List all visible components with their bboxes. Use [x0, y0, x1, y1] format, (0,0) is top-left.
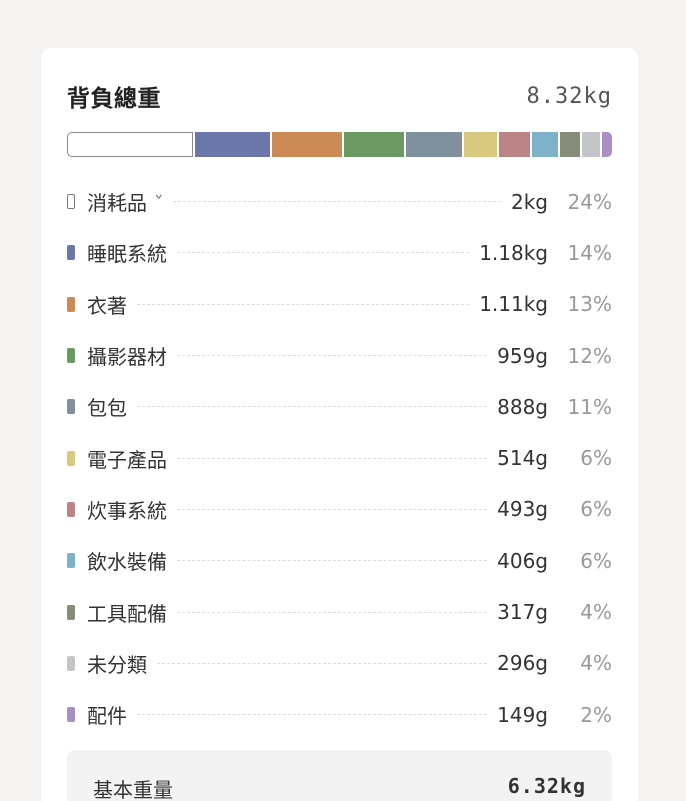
category-color-swatch — [67, 604, 75, 620]
weight-bar-segment — [581, 132, 601, 157]
category-weight: 1.18kg — [479, 240, 548, 265]
category-percent: 2% — [580, 702, 612, 727]
weight-bar-segment — [531, 132, 558, 157]
category-percent: 12% — [567, 343, 612, 368]
category-row: 衣著 1.11kg 13% — [67, 279, 612, 330]
category-name: 未分類 — [87, 652, 147, 677]
category-color-swatch — [67, 553, 75, 569]
category-weight: 959g — [497, 343, 548, 368]
category-color-swatch — [67, 348, 75, 364]
category-color-swatch — [67, 707, 75, 723]
category-row: 攝影器材 959g 12% — [67, 330, 612, 381]
dotted-leader — [177, 560, 488, 562]
category-color-swatch — [67, 399, 75, 415]
category-row: 未分類 296g 4% — [67, 638, 612, 689]
category-color-swatch — [67, 194, 75, 210]
base-weight-box: 基本重量 6.32kg — [67, 750, 612, 801]
weight-distribution-bar — [67, 132, 612, 157]
category-row: 炊事系統 493g 6% — [67, 484, 612, 535]
category-name: 消耗品 — [87, 191, 147, 216]
category-row: 睡眠系統 1.18kg 14% — [67, 227, 612, 278]
summary-title: 背負總重 — [67, 86, 161, 112]
weight-bar-segment — [406, 132, 463, 157]
dotted-leader — [137, 714, 488, 716]
category-percent: 6% — [580, 548, 612, 573]
category-color-swatch — [67, 655, 75, 671]
category-percent: 6% — [580, 497, 612, 522]
category-weight: 514g — [497, 446, 548, 471]
category-name: 工具配備 — [87, 601, 167, 626]
category-name: 衣著 — [87, 293, 127, 318]
category-row: 飲水裝備 406g 6% — [67, 535, 612, 586]
weight-bar-segment — [195, 132, 270, 157]
weight-bar-segment — [559, 132, 580, 157]
weight-bar-segment — [271, 132, 342, 157]
category-name: 配件 — [87, 704, 127, 729]
category-percent: 24% — [567, 189, 612, 214]
category-row: 電子產品 514g 6% — [67, 432, 612, 483]
weight-bar-segment — [498, 132, 530, 157]
dotted-leader — [137, 406, 488, 408]
weight-bar-segment — [464, 132, 497, 157]
category-weight: 2kg — [510, 189, 548, 214]
weight-bar-segment — [67, 132, 194, 157]
category-row: 工具配備 317g 4% — [67, 586, 612, 637]
category-weight: 296g — [497, 651, 548, 676]
category-row: 包包 888g 11% — [67, 381, 612, 432]
summary-header: 背負總重 8.32kg — [67, 78, 612, 114]
dotted-leader — [172, 201, 501, 203]
category-percent: 11% — [567, 394, 612, 419]
category-weight: 406g — [497, 548, 548, 573]
category-color-swatch — [67, 501, 75, 517]
dotted-leader — [177, 355, 488, 357]
base-weight-label: 基本重量 — [93, 778, 173, 801]
category-name: 炊事系統 — [87, 498, 167, 523]
dotted-leader — [137, 303, 470, 305]
category-color-swatch — [67, 450, 75, 466]
base-weight-value: 6.32kg — [507, 774, 586, 798]
category-name: 飲水裝備 — [87, 550, 167, 575]
dotted-leader — [177, 508, 488, 510]
dotted-leader — [157, 662, 488, 664]
total-weight: 8.32kg — [526, 83, 612, 109]
weight-summary-card: 背負總重 8.32kg 消耗品 ˅ 2kg 24% 睡眠系統 1.18kg 14% 衣著 1.1… — [41, 48, 638, 801]
category-weight: 1.11kg — [479, 292, 548, 317]
chevron-down-icon[interactable]: ˅ — [153, 192, 165, 211]
category-percent: 14% — [567, 240, 612, 265]
dotted-leader — [177, 457, 488, 459]
category-weight: 888g — [497, 394, 548, 419]
category-name: 包包 — [87, 396, 127, 421]
category-color-swatch — [67, 245, 75, 261]
category-percent: 13% — [567, 292, 612, 317]
category-weight: 149g — [497, 702, 548, 727]
category-weight: 493g — [497, 497, 548, 522]
category-percent: 4% — [580, 651, 612, 676]
category-list: 消耗品 ˅ 2kg 24% 睡眠系統 1.18kg 14% 衣著 1.11kg 13% 攝影器材 95… — [67, 176, 612, 740]
category-row: 配件 149g 2% — [67, 689, 612, 740]
category-percent: 4% — [580, 600, 612, 625]
dotted-leader — [177, 611, 488, 613]
category-name: 攝影器材 — [87, 345, 167, 370]
category-weight: 317g — [497, 600, 548, 625]
category-name: 電子產品 — [87, 447, 167, 472]
weight-bar-segment — [602, 132, 612, 157]
category-name: 睡眠系統 — [87, 242, 167, 267]
dotted-leader — [177, 252, 470, 254]
category-percent: 6% — [580, 446, 612, 471]
category-row[interactable]: 消耗品 ˅ 2kg 24% — [67, 176, 612, 227]
weight-bar-segment — [343, 132, 405, 157]
category-color-swatch — [67, 296, 75, 312]
